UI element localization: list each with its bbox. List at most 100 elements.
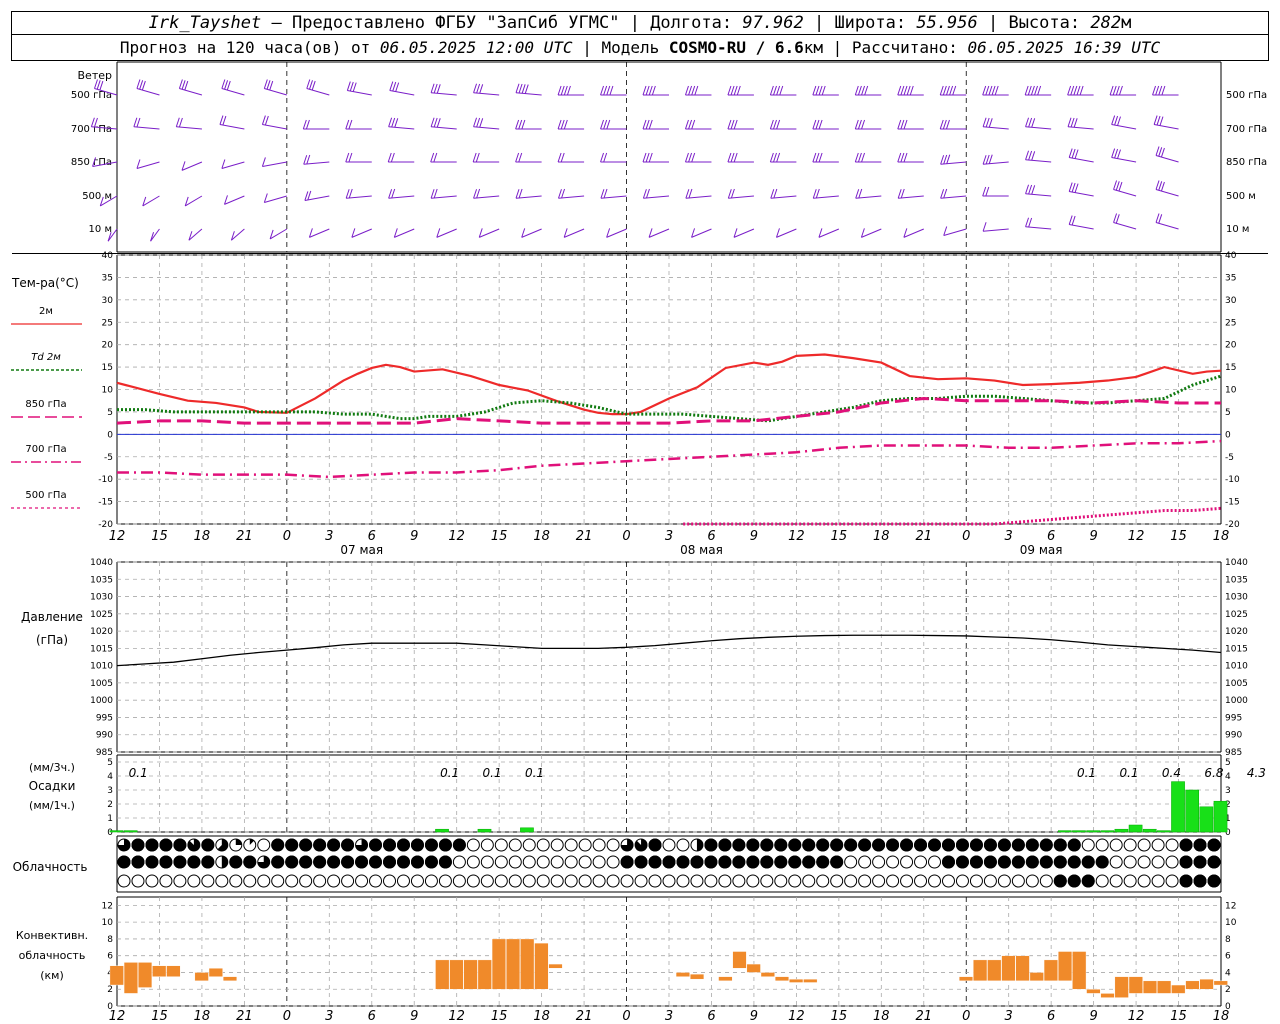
cloud-symbol-fill: [438, 838, 452, 852]
wind-barb-feather: [1161, 85, 1166, 96]
wind-barb-feather: [603, 119, 608, 130]
wind-barb-feather: [387, 152, 392, 163]
wind-barb-feather: [306, 154, 311, 165]
wind-barb-feather: [730, 119, 735, 130]
cloud-symbol: [788, 874, 802, 888]
precip-sum-label: 6.8: [1204, 766, 1223, 780]
temperature-tick-left: 0: [107, 430, 113, 440]
cloud-symbol-fill: [886, 838, 900, 852]
pressure-tick-left: 1015: [90, 644, 113, 654]
wind-barb-shaft: [264, 88, 287, 96]
wind-barb-feather: [515, 152, 520, 163]
wind-level-label-left: 700 гПа: [71, 124, 112, 135]
wind-barb-feather: [557, 189, 562, 199]
cloud-symbol: [578, 874, 592, 888]
x-hour-label: 21: [576, 529, 593, 544]
wind-barb-feather: [939, 119, 944, 130]
x-hour-label-bottom: 0: [622, 1009, 630, 1024]
cloud-symbol-fill: [369, 838, 383, 852]
wind-barb-feather: [436, 84, 441, 94]
wind-barb-shaft: [1155, 155, 1179, 163]
cloud-symbol-fill: [732, 838, 746, 852]
x-day-label: 09 мая: [1020, 543, 1063, 557]
wind-barb-feather: [478, 228, 483, 238]
wind-barb-feather: [472, 152, 477, 163]
wind-barb-feather: [909, 85, 914, 96]
wind-barb-shaft: [347, 90, 372, 96]
cloud-symbol: [1123, 855, 1137, 869]
wind-barb-feather: [1067, 117, 1072, 127]
wind-barb-feather: [352, 82, 357, 92]
wind-barb-feather: [1073, 118, 1078, 128]
cloud-symbol-fill: [1193, 838, 1207, 852]
cloud-symbol-fill: [396, 855, 410, 869]
convective-bar: [732, 951, 747, 969]
cloud-symbol-fill: [159, 838, 173, 852]
wind-barb-feather: [224, 80, 229, 90]
cloud-symbol: [997, 874, 1011, 888]
wind-barb-feather: [560, 85, 565, 96]
wind-barb-shaft: [515, 92, 542, 96]
wind-barb-feather: [1113, 213, 1118, 223]
wind-panel-title: Ветер: [78, 69, 112, 82]
temperature-legend-label: 2м: [39, 306, 53, 317]
wind-barb-feather: [606, 119, 611, 130]
convective-tick-right: 8: [1225, 935, 1231, 945]
cloud-symbol: [550, 838, 564, 852]
cloud-symbol: [257, 838, 271, 852]
cloud-symbol: [606, 874, 620, 888]
wind-barb-shaft: [107, 228, 118, 242]
temperature-series-line: [116, 396, 1221, 425]
wind-barb-feather: [982, 155, 987, 165]
cloud-symbol: [732, 874, 746, 888]
wind-barb-shaft: [136, 88, 160, 96]
x-hour-label: 18: [533, 529, 550, 544]
wind-barb-feather: [263, 193, 268, 203]
cloud-symbol-fill: [187, 839, 200, 851]
wind-barb-feather: [773, 188, 778, 199]
x-hour-label-bottom: 3: [1005, 1009, 1013, 1024]
provider-text: – Предоставлено ФГБУ "ЗапСиб УГМС" | Дол…: [261, 13, 743, 33]
pressure-tick-right: 985: [1225, 748, 1242, 758]
wind-barb-feather: [1160, 147, 1165, 158]
cloud-symbol: [872, 855, 886, 869]
x-hour-label-bottom: 12: [1128, 1009, 1145, 1024]
cloud-symbol-fill: [760, 855, 774, 869]
x-hour-label: 15: [831, 529, 848, 544]
wind-barb-feather: [346, 81, 351, 91]
wind-barb-feather: [982, 186, 987, 197]
cloud-symbol-fill: [257, 856, 270, 868]
wind-barb-feather: [305, 119, 310, 130]
wind-barb-shaft: [563, 228, 585, 238]
wind-barb-feather: [303, 155, 308, 165]
wind-barb-feather: [348, 119, 353, 130]
cloud-symbol: [704, 874, 718, 888]
wind-barb-feather: [730, 85, 735, 96]
temperature-legend-label: 500 гПа: [25, 490, 66, 501]
wind-barb-feather: [812, 85, 817, 96]
wind-barb-feather: [1028, 117, 1033, 128]
calc-time: 06.05.2025 16:39 UTC: [967, 38, 1161, 57]
cloud-symbol-fill: [299, 855, 313, 869]
cloud-symbol: [969, 874, 983, 888]
precip-bar: [1185, 789, 1200, 833]
cloud-symbol-fill: [271, 838, 285, 852]
cloud-symbol-fill: [327, 838, 341, 852]
wind-barb-shaft: [600, 195, 627, 199]
cloud-symbol: [452, 855, 466, 869]
wind-barb-feather: [560, 119, 565, 130]
convective-bar: [1185, 980, 1200, 990]
wind-barb-feather: [776, 85, 781, 96]
wind-barb-shaft: [351, 228, 372, 238]
wind-barb-feather: [221, 159, 226, 169]
cloud-symbol: [676, 874, 690, 888]
cloud-symbol-fill: [816, 838, 830, 852]
wind-barb-shaft: [1111, 124, 1137, 130]
cloud-symbol-fill: [1011, 838, 1025, 852]
cloud-symbol-fill: [438, 855, 452, 869]
x-hour-label-bottom: 6: [707, 1009, 715, 1024]
wind-barb-feather: [1034, 85, 1038, 96]
temperature-tick-left: -20: [98, 520, 113, 530]
wind-barb-feather: [433, 188, 438, 199]
